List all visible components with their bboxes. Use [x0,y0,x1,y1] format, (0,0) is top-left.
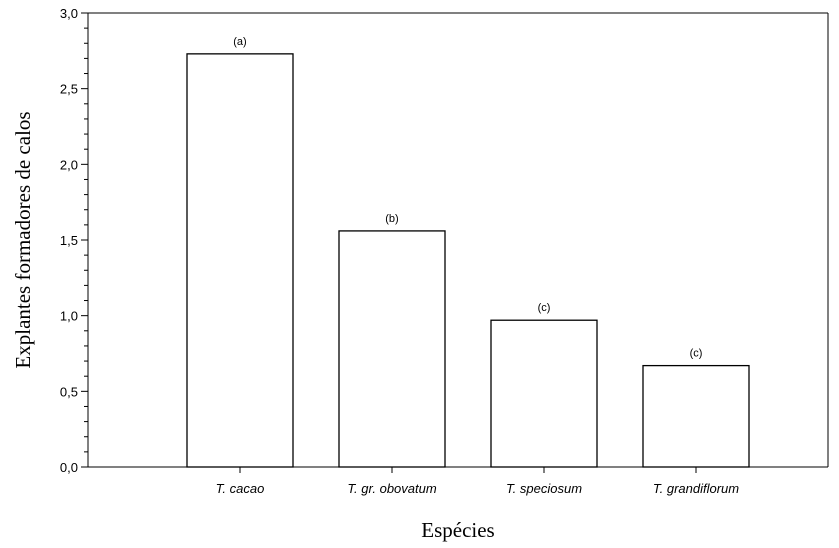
bar-data-label: (a) [233,36,246,48]
y-tick-label: 2,5 [60,82,78,97]
y-tick-label: 0,5 [60,384,78,399]
x-tick-label: T. grandiflorum [653,481,739,496]
x-tick-label: T. cacao [216,481,265,496]
bar [338,230,446,468]
y-tick-label: 0,0 [60,460,78,475]
bar-data-label: (b) [385,213,398,225]
x-tick-label: T. speciosum [506,481,582,496]
bar-data-label: (c) [690,348,703,360]
bars: (a) (b) (c) (c) [186,36,750,468]
bar [490,319,598,468]
x-axis-tick-labels: T. cacao T. gr. obovatum T. speciosum T. gr… [216,467,739,496]
y-tick-label: 3,0 [60,6,78,21]
bar [186,53,294,468]
bar [642,364,750,468]
x-axis-title: Espécies [421,518,494,542]
x-tick-label: T. gr. obovatum [347,481,437,496]
y-tick-label: 1,0 [60,309,78,324]
y-tick-label: 2,0 [60,157,78,172]
bar-data-label: (c) [538,302,551,314]
y-axis-ticks: 0,0 0,5 1,0 1,5 2,0 2,5 3,0 [60,6,88,475]
y-tick-label: 1,5 [60,233,78,248]
y-axis-title: Explantes formadores de calos [11,111,35,368]
